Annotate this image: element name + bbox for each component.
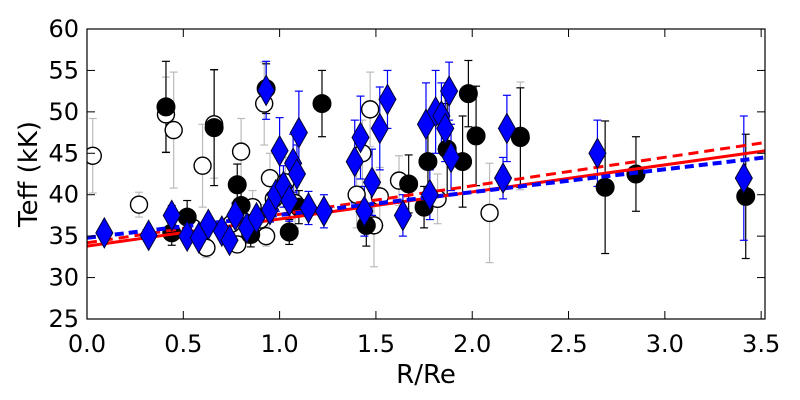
diamond-point bbox=[493, 162, 513, 195]
x-tick-label: 0.0 bbox=[68, 330, 106, 358]
diamond-point bbox=[257, 74, 276, 107]
diamond-point bbox=[178, 220, 197, 253]
x-tick-label: 2.0 bbox=[453, 330, 491, 358]
filled-circle-point bbox=[279, 222, 299, 242]
x-tick-label: 2.5 bbox=[549, 330, 587, 358]
open-circle-point bbox=[87, 146, 102, 165]
diamond-point bbox=[220, 224, 239, 257]
diamond-point bbox=[289, 116, 308, 149]
diamond-point bbox=[280, 184, 299, 217]
x-tick-label: 1.5 bbox=[357, 330, 395, 358]
diamond-point bbox=[247, 201, 266, 234]
y-tick-label: 60 bbox=[48, 15, 79, 43]
diamond-point bbox=[314, 195, 333, 228]
open-circle-point bbox=[193, 156, 212, 175]
diamond-point bbox=[734, 162, 753, 195]
filled-circle-point bbox=[458, 84, 478, 104]
diamond-point bbox=[139, 219, 158, 252]
open-circle-point bbox=[480, 203, 499, 223]
diamond-point bbox=[95, 216, 114, 249]
diamond-point bbox=[393, 199, 412, 232]
open-circle-point bbox=[164, 120, 183, 140]
filled-circle-point bbox=[510, 128, 530, 148]
x-axis-label: R/Re bbox=[396, 360, 456, 390]
plot-area bbox=[87, 59, 765, 268]
plot-clipped-group bbox=[87, 59, 765, 268]
x-tick-label: 3.0 bbox=[646, 330, 684, 358]
diamond-point bbox=[162, 199, 181, 232]
diamond-point bbox=[497, 112, 516, 145]
diamond-point bbox=[299, 191, 318, 224]
y-axis-label: Teff (kK) bbox=[14, 121, 44, 228]
x-tick-label: 1.0 bbox=[261, 330, 299, 358]
diamond-point bbox=[345, 145, 364, 178]
plot-frame bbox=[86, 28, 766, 320]
filled-circle-point bbox=[156, 97, 176, 117]
axes: 0.0 0.5 1.0 1.5 2.0 2.5 3.0 3.5 25 30 35 40 45 50 55 60 bbox=[48, 15, 780, 358]
open-circle-point bbox=[256, 226, 276, 246]
open-circle-point bbox=[360, 100, 380, 119]
y-tick-label: 50 bbox=[48, 98, 79, 126]
filled-circle-point bbox=[418, 152, 438, 172]
diamond-point bbox=[441, 141, 461, 174]
diamond-point bbox=[440, 75, 459, 108]
diamond-point bbox=[362, 166, 382, 199]
filled-circle-point bbox=[204, 118, 224, 138]
filled-circle-point bbox=[312, 94, 332, 114]
diamond-point bbox=[199, 208, 218, 241]
y-tick-label: 25 bbox=[48, 305, 79, 333]
diamond-point bbox=[226, 199, 245, 232]
diamond-point bbox=[378, 83, 397, 116]
filled-circle-point bbox=[595, 177, 615, 197]
y-tick-label: 35 bbox=[48, 222, 79, 250]
diamond-point bbox=[355, 195, 374, 228]
diamond-point bbox=[420, 178, 439, 211]
y-tick-label: 30 bbox=[48, 264, 79, 292]
diamond-point bbox=[436, 112, 455, 145]
diamond-point bbox=[588, 137, 607, 170]
y-tick-label: 45 bbox=[48, 139, 79, 167]
open-circle-point bbox=[231, 142, 251, 161]
diamond-point bbox=[287, 157, 307, 191]
filled-circle-point bbox=[227, 175, 247, 195]
diamond-point bbox=[270, 134, 289, 167]
y-tick-label: 55 bbox=[48, 56, 79, 84]
diamond-point bbox=[351, 121, 370, 154]
y-tick-label: 40 bbox=[48, 181, 79, 209]
x-tick-label: 0.5 bbox=[164, 330, 202, 358]
x-tick-label: 3.5 bbox=[742, 330, 780, 358]
open-circle-point bbox=[129, 195, 149, 214]
filled-circle-point bbox=[466, 126, 486, 146]
filled-circle-point bbox=[399, 174, 419, 194]
diamond-point bbox=[370, 112, 389, 145]
